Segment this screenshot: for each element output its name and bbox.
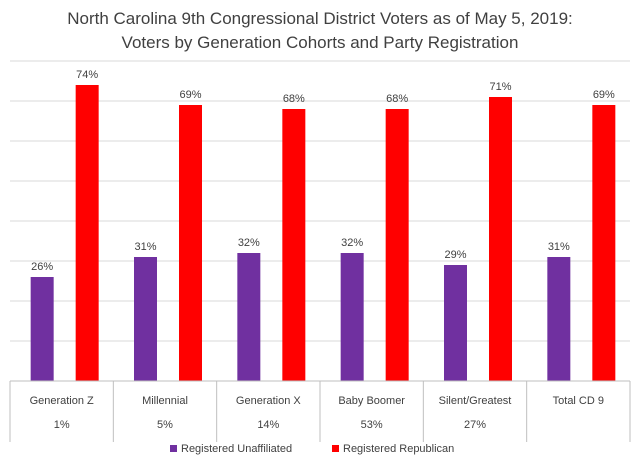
bars [30, 85, 616, 381]
legend-swatch [170, 445, 177, 452]
category-label: Generation Z [30, 395, 94, 407]
category-share-label: 53% [361, 419, 383, 431]
category-label: Generation X [236, 395, 301, 407]
bar-republican [282, 109, 306, 381]
legend-label: Registered Republican [343, 443, 454, 455]
bar-republican [75, 85, 99, 381]
category-label: Total CD 9 [553, 395, 604, 407]
data-label: 32% [341, 237, 363, 249]
data-label: 31% [548, 241, 570, 253]
data-label: 68% [283, 93, 305, 105]
legend-label: Registered Unaffiliated [181, 443, 292, 455]
bar-republican [179, 105, 202, 381]
bar-republican [489, 97, 512, 381]
category-share-label: 27% [464, 419, 486, 431]
bar-unaffiliated [237, 253, 261, 381]
legend-swatch [332, 445, 339, 452]
data-label: 69% [179, 89, 201, 101]
bar-republican [592, 105, 616, 381]
data-label: 32% [238, 237, 260, 249]
category-share-label: 5% [157, 419, 173, 431]
chart-title: North Carolina 9th Congressional Distric… [67, 9, 573, 28]
bar-unaffiliated [134, 257, 157, 381]
gridlines [10, 60, 630, 342]
data-label: 68% [386, 93, 408, 105]
bar-unaffiliated [444, 265, 467, 381]
data-label: 29% [444, 249, 466, 261]
chart-subtitle: Voters by Generation Cohorts and Party R… [122, 33, 519, 52]
data-label: 31% [134, 241, 156, 253]
data-labels: 26% 74% 31% 69% 32% 68% 32% 68% 29% 71% 31% 69% [31, 69, 615, 273]
bar-unaffiliated [340, 253, 364, 381]
category-label: Baby Boomer [338, 395, 405, 407]
bar-unaffiliated [547, 257, 571, 381]
x-axis: Generation Z 1% Millennial 5% Generation X 14… [9, 380, 631, 442]
category-label: Millennial [142, 395, 188, 407]
data-label: 74% [76, 69, 98, 81]
category-label: Silent/Greatest [439, 395, 512, 407]
category-share-label: 1% [54, 419, 70, 431]
bar-republican [385, 109, 409, 381]
category-share-label: 14% [257, 419, 279, 431]
bar-unaffiliated [30, 277, 54, 381]
legend: Registered Unaffiliated Registered Republ… [170, 443, 454, 455]
data-label: 71% [489, 81, 511, 93]
data-label: 26% [31, 261, 53, 273]
data-label: 69% [593, 89, 615, 101]
